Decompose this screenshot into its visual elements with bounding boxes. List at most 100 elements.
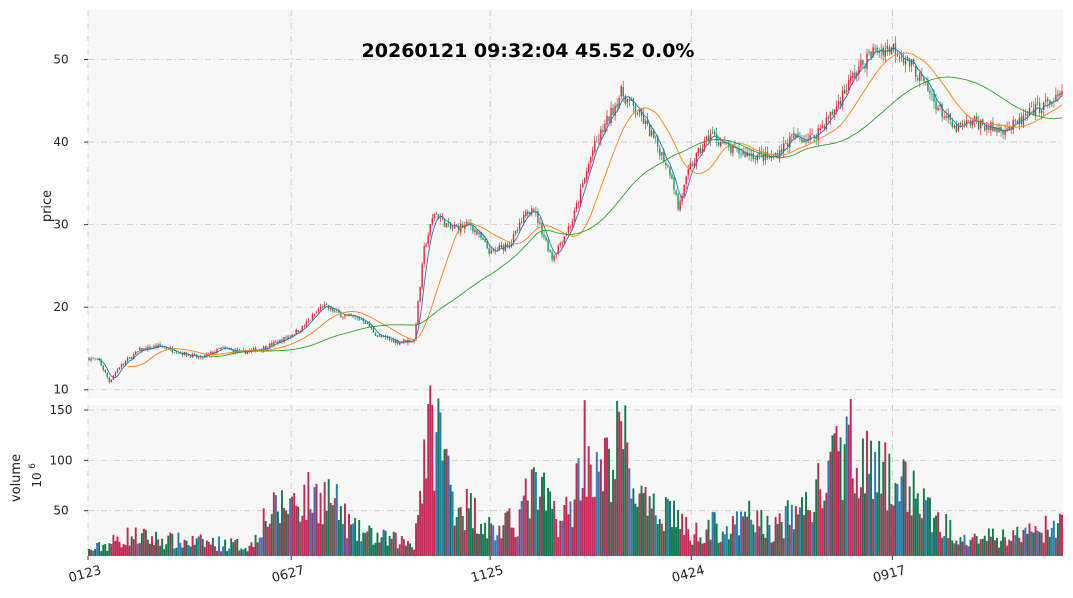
volume-bar bbox=[1049, 537, 1051, 556]
candle-body bbox=[367, 323, 368, 324]
candle-body bbox=[328, 305, 329, 309]
volume-bar bbox=[915, 499, 917, 556]
volume-bar bbox=[488, 517, 490, 556]
volume-bar bbox=[584, 400, 586, 556]
volume-bar bbox=[766, 516, 768, 556]
candle-body bbox=[588, 164, 589, 172]
volume-bar bbox=[795, 506, 797, 556]
volume-bar bbox=[862, 439, 864, 556]
volume-bar bbox=[295, 506, 297, 556]
candle-body bbox=[320, 307, 321, 310]
volume-bar bbox=[523, 496, 525, 556]
volume-bar bbox=[756, 510, 758, 556]
volume-bar bbox=[610, 502, 612, 556]
volume-unit-exponent: 6 bbox=[28, 463, 38, 469]
volume-bar bbox=[659, 519, 661, 556]
candle-body bbox=[94, 358, 95, 359]
candle-body bbox=[454, 226, 455, 229]
candle-body bbox=[121, 364, 122, 367]
candle-body bbox=[525, 212, 526, 216]
volume-bar bbox=[96, 543, 98, 556]
volume-bar bbox=[220, 551, 222, 556]
volume-bar bbox=[777, 524, 779, 556]
volume-bar bbox=[263, 508, 265, 556]
candle-body bbox=[486, 241, 487, 248]
volume-bar bbox=[655, 515, 657, 556]
volume-bar bbox=[549, 492, 551, 556]
candle-body bbox=[539, 222, 540, 223]
volume-bar bbox=[135, 528, 137, 556]
candle-body bbox=[501, 245, 502, 247]
candle-body bbox=[275, 342, 276, 343]
candle-body bbox=[919, 73, 920, 81]
candle-body bbox=[915, 66, 916, 77]
candle-body bbox=[318, 310, 319, 312]
volume-bar bbox=[953, 543, 955, 556]
volume-bar bbox=[618, 412, 620, 556]
volume-bar bbox=[163, 549, 165, 556]
volume-bar bbox=[624, 405, 626, 556]
candle-body bbox=[194, 354, 195, 355]
candle-body bbox=[210, 352, 211, 354]
candle-body bbox=[909, 59, 910, 67]
candle-body bbox=[425, 245, 426, 247]
volume-bar bbox=[340, 506, 342, 556]
candle-body bbox=[389, 338, 390, 340]
candle-body bbox=[107, 373, 108, 378]
candle-body bbox=[253, 348, 254, 349]
volume-bar bbox=[1026, 534, 1028, 556]
volume-bar bbox=[482, 534, 484, 556]
volume-bar bbox=[419, 491, 421, 556]
volume-bar bbox=[435, 432, 437, 556]
volume-bar bbox=[720, 542, 722, 556]
volume-bar bbox=[769, 525, 771, 556]
volume-bar bbox=[186, 541, 188, 556]
chart-title: 20260121 09:32:04 45.52 0.0% bbox=[362, 40, 695, 62]
volume-bar bbox=[279, 523, 281, 556]
candle-body bbox=[730, 146, 731, 153]
candle-body bbox=[673, 178, 674, 190]
volume-bar bbox=[289, 498, 291, 556]
candle-body bbox=[310, 320, 311, 321]
x-tick-label: 0627 bbox=[270, 563, 306, 586]
candle-body bbox=[649, 124, 650, 136]
volume-bar bbox=[622, 449, 624, 556]
volume-bar bbox=[112, 535, 114, 556]
volume-bar bbox=[100, 551, 102, 556]
volume-bar bbox=[143, 529, 145, 556]
candle-body bbox=[316, 312, 317, 314]
candle-body bbox=[870, 52, 871, 58]
candle-body bbox=[822, 126, 823, 129]
volume-bar bbox=[616, 401, 618, 556]
volume-bar bbox=[334, 498, 336, 556]
volume-bar bbox=[760, 510, 762, 556]
volume-bar bbox=[346, 538, 348, 556]
candle-body bbox=[129, 357, 130, 358]
volume-bar bbox=[811, 522, 813, 556]
candle-body bbox=[342, 317, 343, 318]
volume-bar bbox=[456, 517, 458, 556]
candle-body bbox=[273, 342, 274, 345]
volume-bar bbox=[192, 536, 194, 556]
volume-bar bbox=[330, 503, 332, 556]
volume-bar bbox=[990, 537, 992, 556]
candle-body bbox=[815, 137, 816, 139]
volume-bar bbox=[179, 543, 181, 556]
candle-body bbox=[795, 134, 796, 137]
candle-body bbox=[1037, 102, 1038, 103]
candle-body bbox=[131, 357, 132, 359]
candle-body bbox=[423, 246, 424, 264]
candle-body bbox=[1047, 99, 1048, 101]
candle-body bbox=[165, 347, 166, 349]
volume-bar bbox=[448, 456, 450, 556]
volume-bar bbox=[208, 542, 210, 556]
volume-bar bbox=[336, 484, 338, 556]
candle-body bbox=[801, 139, 802, 143]
candle-body bbox=[783, 143, 784, 151]
candle-body bbox=[117, 370, 118, 373]
candle-body bbox=[115, 373, 116, 376]
volume-bar bbox=[506, 511, 508, 556]
volume-bar bbox=[281, 490, 283, 556]
volume-bar bbox=[326, 511, 328, 556]
volume-bar bbox=[813, 512, 815, 556]
